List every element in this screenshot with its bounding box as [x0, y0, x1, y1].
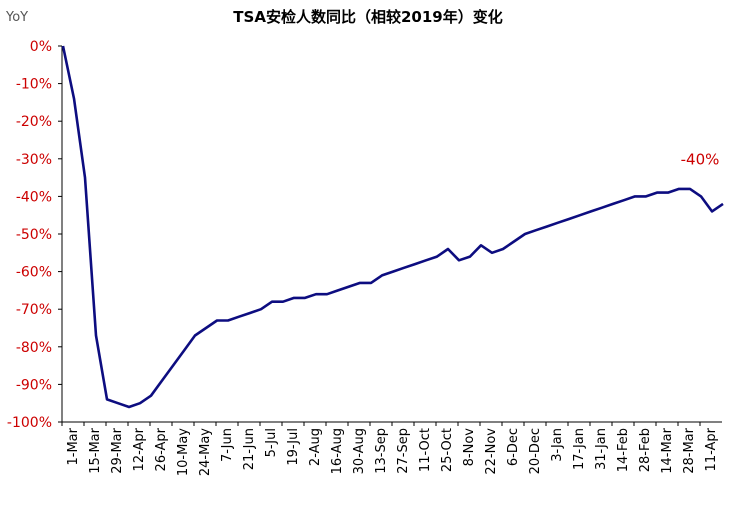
axes [58, 45, 722, 426]
x-tick-label: 3-Jan [550, 428, 565, 462]
x-tick-label: 21-Jun [242, 428, 257, 470]
y-tick-label: -100% [7, 415, 52, 431]
y-tick-label: -30% [16, 152, 52, 168]
x-tick-label: 13-Sep [374, 428, 389, 474]
x-tick-label: 27-Sep [396, 428, 411, 474]
x-tick-label: 28-Feb [638, 428, 653, 472]
x-tick-label: 25-Oct [440, 428, 455, 472]
chart-title: TSA安检人数同比（相较2019年）变化 [233, 8, 502, 26]
x-tick-label: 7-Jun [220, 428, 235, 462]
x-tick-label: 11-Apr [704, 427, 719, 471]
x-tick-label: 19-Jul [286, 428, 301, 466]
unit-label: YoY [5, 10, 28, 25]
x-tick-label: 12-Apr [132, 427, 147, 471]
x-tick-label: 20-Dec [528, 428, 543, 474]
x-tick-label: 22-Nov [484, 428, 499, 475]
x-axis-tick-labels: 1-Mar 15-Mar 29-Mar 12-Apr 26-Apr 10-May 24-Ma… [66, 427, 719, 476]
y-tick-label: -40% [16, 189, 52, 205]
latest-value-annotation: -40% [681, 150, 720, 168]
x-tick-label: 5-Jul [264, 428, 279, 457]
x-tick-label: 2-Aug [308, 428, 323, 466]
x-tick-label: 14-Feb [616, 428, 631, 472]
x-tick-label: 1-Mar [66, 427, 81, 465]
y-axis-tick-labels: 0% -10% -20% -30% -40% -50% -60% -70% -80% -90% -1… [7, 39, 52, 431]
x-tick-label: 15-Mar [88, 427, 103, 473]
y-tick-label: -80% [16, 340, 52, 356]
y-tick-label: 0% [30, 39, 52, 55]
series-line [61, 45, 724, 409]
y-tick-label: -70% [16, 302, 52, 318]
x-tick-label: 8-Nov [462, 428, 477, 467]
x-tick-label: 17-Jan [572, 428, 587, 470]
y-tick-label: -50% [16, 227, 52, 243]
x-tick-label: 28-Mar [682, 427, 697, 473]
y-tick-label: -60% [16, 265, 52, 281]
x-tick-label: 31-Jan [594, 428, 609, 470]
y-tick-label: -20% [16, 114, 52, 130]
x-tick-label: 26-Apr [154, 427, 169, 471]
x-tick-label: 14-Mar [660, 427, 675, 473]
y-tick-label: -10% [16, 77, 52, 93]
y-tick-label: -90% [16, 377, 52, 393]
x-tick-label: 11-Oct [418, 428, 433, 472]
x-tick-label: 24-May [198, 428, 213, 476]
x-tick-label: 10-May [176, 428, 191, 476]
x-tick-label: 29-Mar [110, 427, 125, 473]
x-tick-label: 30-Aug [352, 428, 367, 474]
x-tick-label: 16-Aug [330, 428, 345, 474]
x-tick-label: 6-Dec [506, 428, 521, 466]
